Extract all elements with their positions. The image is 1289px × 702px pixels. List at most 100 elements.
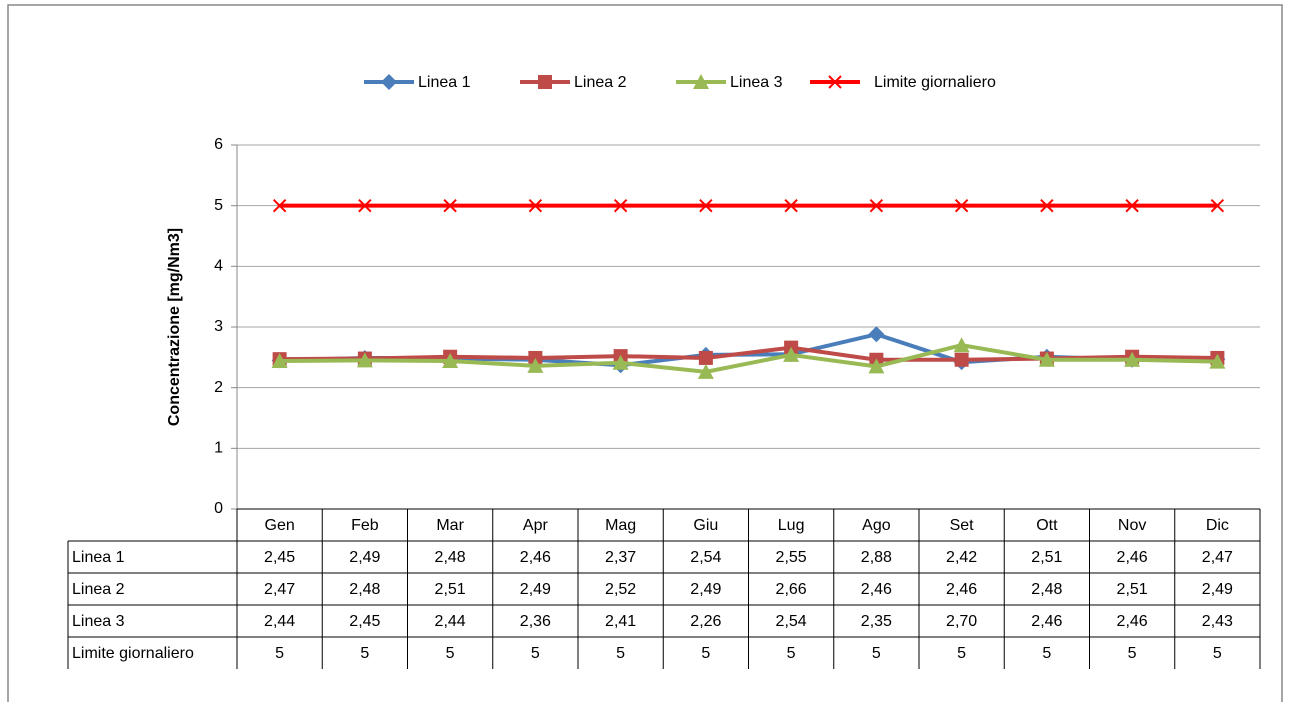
data-point: [783, 346, 800, 362]
x-tick-label: Feb: [351, 517, 379, 534]
x-tick-label: Nov: [1118, 517, 1146, 534]
data-point: [613, 198, 628, 213]
x-tick-label: Set: [950, 517, 975, 534]
table-cell: 2,48: [1031, 581, 1062, 598]
table-cell: 2,44: [264, 613, 295, 630]
y-tick-label: 2: [214, 379, 223, 396]
table-cell: 5: [1213, 645, 1222, 662]
table-cell: 5: [275, 645, 284, 662]
data-point: [1124, 351, 1141, 367]
table-cell: 2,54: [690, 549, 721, 566]
y-tick-label: 5: [214, 197, 223, 214]
y-tick-label: 1: [214, 440, 223, 457]
table-row-label: Limite giornaliero: [72, 645, 194, 662]
x-tick-label: Apr: [523, 517, 549, 534]
data-point: [1210, 198, 1225, 213]
legend-label: Limite giornaliero: [874, 74, 996, 91]
y-tick-label: 3: [214, 318, 223, 335]
table-cell: 2,49: [690, 581, 721, 598]
table-cell: 2,46: [1031, 613, 1062, 630]
table-cell: 2,70: [946, 613, 977, 630]
data-point: [699, 198, 713, 213]
data-point: [868, 358, 885, 374]
data-point: [528, 198, 543, 213]
legend-marker: [693, 74, 709, 89]
table-cell: 2,47: [264, 581, 295, 598]
data-point: [784, 198, 798, 213]
x-tick-label: Mag: [605, 517, 636, 534]
series-line: [279, 343, 1218, 374]
table-cell: 2,49: [349, 549, 380, 566]
table-cell: 2,45: [264, 549, 295, 566]
x-tick-label: Mar: [436, 517, 464, 534]
table-cell: 2,48: [349, 581, 380, 598]
table-cell: 2,51: [1117, 581, 1148, 598]
table-row-label: Linea 3: [72, 613, 125, 630]
table-cell: 2,26: [690, 613, 721, 630]
x-tick-label: Ago: [862, 517, 891, 534]
x-tick-label: Lug: [778, 517, 805, 534]
data-point: [527, 357, 544, 373]
table-row-label: Linea 1: [72, 549, 125, 566]
data-point: [1209, 353, 1226, 369]
legend-label: Linea 1: [418, 74, 471, 91]
data-point: [443, 198, 457, 213]
table-cell: 5: [872, 645, 881, 662]
legend-marker: [828, 75, 842, 89]
table-cell: 2,45: [349, 613, 380, 630]
table-row-label: Linea 2: [72, 581, 125, 598]
table-cell: 2,49: [1202, 581, 1233, 598]
table-cell: 2,44: [435, 613, 466, 630]
table-cell: 5: [787, 645, 796, 662]
data-point: [954, 198, 969, 213]
table-cell: 2,46: [861, 581, 892, 598]
table-cell: 2,55: [776, 549, 807, 566]
data-point: [272, 198, 287, 213]
data-point: [954, 352, 969, 367]
chart-frame: [7, 4, 1283, 702]
data-point: [358, 198, 372, 213]
table-cell: 5: [616, 645, 625, 662]
table-cell: 5: [701, 645, 710, 662]
y-tick-label: 6: [214, 136, 223, 153]
table-cell: 2,66: [776, 581, 807, 598]
table-cell: 2,43: [1202, 613, 1233, 630]
data-point: [868, 326, 885, 343]
table-cell: 2,37: [605, 549, 636, 566]
table-cell: 2,35: [861, 613, 892, 630]
legend-label: Linea 2: [574, 74, 627, 91]
table-cell: 2,46: [946, 581, 977, 598]
table-cell: 5: [957, 645, 966, 662]
table-cell: 2,46: [520, 549, 551, 566]
legend-label: Linea 3: [730, 74, 783, 91]
y-tick-label: 0: [214, 500, 223, 517]
data-point: [697, 363, 714, 379]
table-cell: 2,54: [776, 613, 807, 630]
table-cell: 2,51: [1031, 549, 1062, 566]
table-cell: 2,46: [1117, 613, 1148, 630]
table-cell: 2,88: [861, 549, 892, 566]
table-cell: 2,51: [435, 581, 466, 598]
x-tick-label: Dic: [1206, 517, 1229, 534]
data-point: [953, 337, 970, 353]
legend-marker: [381, 74, 397, 90]
table-cell: 2,42: [946, 549, 977, 566]
data-point: [356, 352, 373, 368]
x-tick-label: Gen: [265, 517, 295, 534]
table-cell: 5: [1042, 645, 1051, 662]
table-cell: 2,41: [605, 613, 636, 630]
table-cell: 5: [1128, 645, 1137, 662]
table-cell: 2,48: [435, 549, 466, 566]
data-point: [1125, 198, 1139, 213]
table-cell: 5: [446, 645, 455, 662]
table-cell: 2,52: [605, 581, 636, 598]
data-point: [1040, 198, 1054, 213]
y-tick-label: 4: [214, 258, 223, 275]
table-cell: 2,46: [1117, 549, 1148, 566]
y-axis-label: Concentrazione [mg/Nm3]: [166, 228, 183, 426]
x-tick-label: Ott: [1036, 517, 1058, 534]
data-point: [1038, 351, 1055, 367]
data-point: [869, 198, 884, 213]
